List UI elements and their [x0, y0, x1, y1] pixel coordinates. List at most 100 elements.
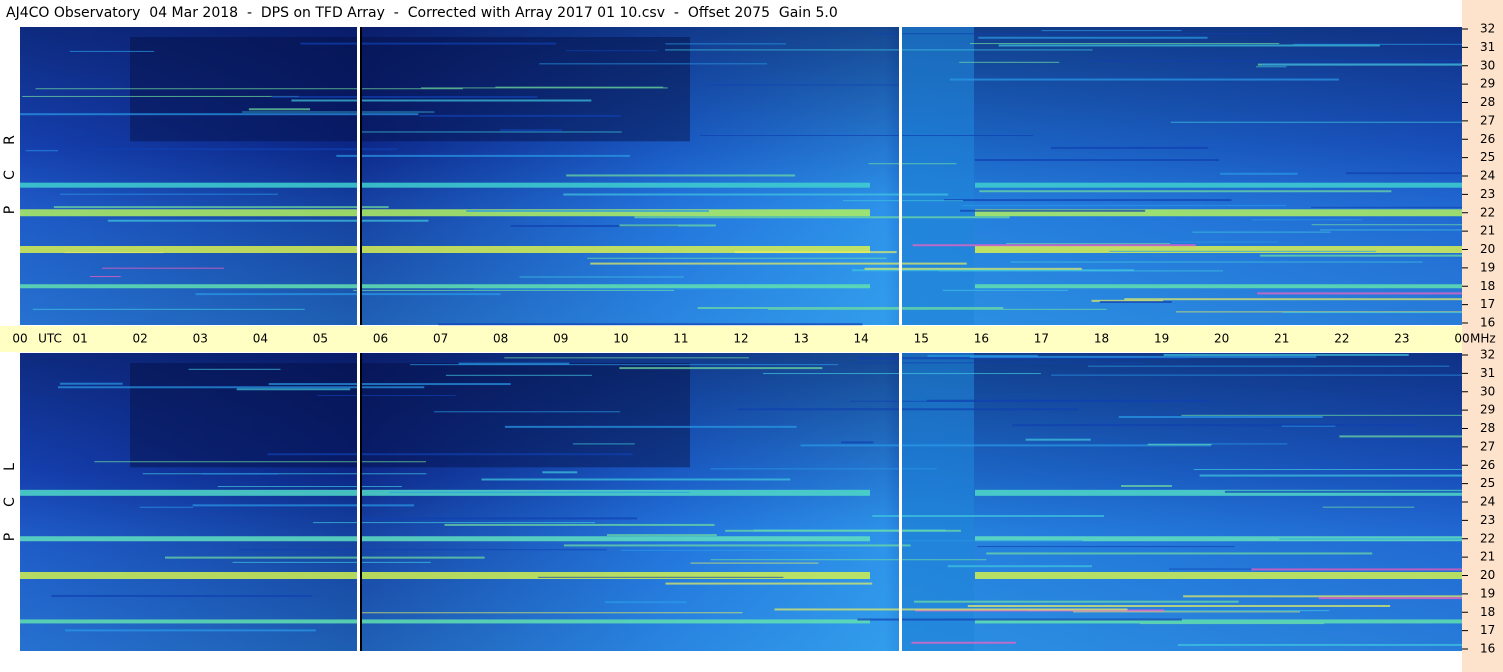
stripe: [943, 199, 1232, 202]
stripe: [977, 546, 1235, 548]
stripe: [700, 135, 1033, 137]
stripe: [849, 400, 1169, 402]
stripe: [604, 601, 687, 604]
panel-label: C: [2, 170, 18, 180]
band: [975, 572, 1462, 579]
stripe: [267, 453, 633, 456]
stripe: [1224, 490, 1462, 493]
time-label: 18: [1094, 332, 1109, 346]
stripe: [852, 269, 1134, 272]
stripe: [1124, 298, 1462, 301]
frequency-tick-label: 21: [1480, 550, 1495, 564]
stripe: [195, 293, 501, 296]
stripe: [872, 514, 1104, 517]
stripe: [1311, 206, 1462, 208]
stripe: [969, 355, 1317, 358]
frequency-tick-label: 18: [1480, 605, 1495, 619]
stripe: [1118, 416, 1323, 419]
stripe: [139, 506, 194, 508]
stripe: [444, 523, 715, 526]
frequency-tick-label: 27: [1480, 113, 1495, 127]
stripe: [495, 86, 664, 88]
stripe: [734, 251, 897, 254]
time-label: 09: [553, 332, 568, 346]
stripe: [1257, 292, 1462, 295]
dark-region: [130, 363, 690, 468]
stripe: [353, 289, 675, 291]
frequency-tick-label: 17: [1480, 623, 1495, 637]
frequency-unit: MHz: [1470, 332, 1496, 346]
stripe: [1050, 146, 1209, 149]
stripe: [737, 408, 1079, 411]
stripe: [25, 150, 59, 152]
panel-label: P: [2, 533, 18, 541]
time-label: 03: [193, 332, 208, 346]
stripe: [800, 444, 1211, 447]
stripe: [192, 504, 415, 507]
stripe: [1099, 301, 1172, 304]
band: [975, 182, 1462, 188]
stripe: [855, 362, 1149, 364]
band: [20, 246, 870, 253]
stripe: [690, 562, 819, 564]
gap-line: [357, 27, 360, 325]
stripe: [35, 88, 463, 90]
stripe: [1251, 568, 1462, 571]
stripe: [1252, 219, 1363, 221]
stripe: [927, 354, 1038, 357]
stripe: [242, 111, 435, 113]
stripe: [725, 529, 961, 532]
stripe: [188, 368, 281, 370]
stripe: [1121, 484, 1172, 487]
stripe: [913, 600, 1239, 603]
stripe: [665, 43, 787, 45]
stripe: [504, 357, 749, 359]
stripe: [857, 618, 1182, 621]
stripe: [565, 50, 658, 52]
stripe: [164, 556, 485, 559]
time-label: 20: [1214, 332, 1229, 346]
frequency-tick-label: 25: [1480, 476, 1495, 490]
frequency-tick-label: 29: [1480, 403, 1495, 417]
stripe: [445, 374, 592, 376]
panel-label: P: [2, 206, 18, 214]
stripe: [421, 87, 668, 89]
stripe: [959, 209, 1146, 212]
stripe: [1260, 254, 1462, 257]
frequency-tick-label: 16: [1480, 642, 1495, 656]
stripe: [587, 257, 887, 259]
stripe: [634, 216, 1010, 219]
stripe: [606, 534, 717, 537]
frequency-tick-label: 20: [1480, 242, 1495, 256]
stripe: [1041, 30, 1182, 32]
stripe: [978, 36, 1208, 39]
band: [20, 536, 870, 542]
stripe: [500, 129, 562, 132]
time-label: 13: [793, 332, 808, 346]
frequency-tick-label: 24: [1480, 169, 1495, 183]
stripe: [1293, 43, 1462, 45]
panel-label: L: [2, 463, 18, 471]
stripe: [998, 44, 1380, 47]
stripe: [1087, 365, 1450, 367]
time-axis-bar: [0, 326, 1462, 352]
stripe: [481, 478, 791, 481]
frequency-tick-label: 24: [1480, 495, 1495, 509]
stripe: [64, 252, 164, 254]
stripe: [1220, 172, 1298, 175]
stripe: [710, 468, 937, 470]
stripe: [357, 131, 622, 133]
stripe: [619, 367, 823, 370]
stripe: [970, 43, 1280, 45]
stripe: [1311, 224, 1462, 226]
band: [20, 209, 870, 217]
stripe: [1139, 623, 1325, 625]
stripe: [268, 383, 511, 386]
stripe: [979, 190, 1392, 193]
stripe: [1322, 506, 1415, 508]
time-label: 04: [253, 332, 268, 346]
band: [20, 572, 870, 579]
stripe: [1170, 121, 1462, 123]
frequency-tick-label: 20: [1480, 568, 1495, 582]
